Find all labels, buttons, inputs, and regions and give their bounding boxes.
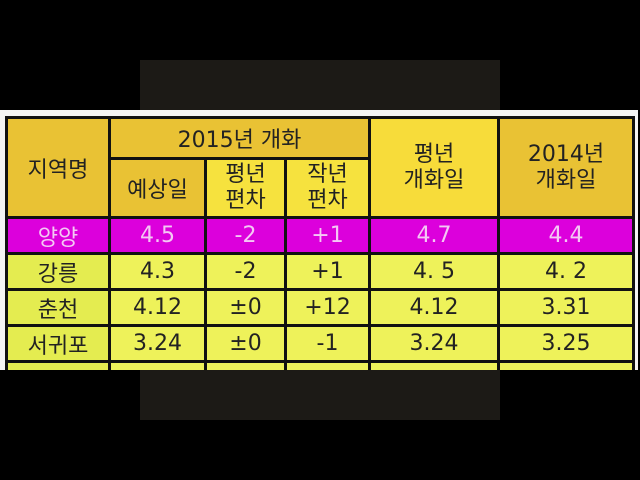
table-row: 강릉 4.3 -2 +1 4. 5 4. 2 xyxy=(5,252,635,291)
header-lastyear-deviation: 작년 편차 xyxy=(284,157,371,219)
cell-expected: 4.3 xyxy=(108,252,207,291)
header-2015-bloom: 2015년 개화 xyxy=(108,116,371,160)
cell-normal-dev: ±0 xyxy=(204,324,287,363)
cell-normal-date: 3.24 xyxy=(368,324,500,363)
header-normal-deviation: 평년 편차 xyxy=(204,157,287,219)
cell-region: 서귀포 xyxy=(5,324,111,363)
cell-normal-dev: -2 xyxy=(204,252,287,291)
header-region: 지역명 xyxy=(5,116,111,219)
table-row: 서귀포 3.24 ±0 -1 3.24 3.25 xyxy=(5,324,635,363)
header-2014-date: 2014년 개화일 xyxy=(497,116,635,219)
cell-lastyear-dev: +1 xyxy=(284,216,371,255)
cell-2014-date: 4.4 xyxy=(497,216,635,255)
cell-normal-date: 4.7 xyxy=(368,216,500,255)
cell-normal-dev: ±0 xyxy=(204,288,287,327)
cell-region: 춘천 xyxy=(5,288,111,327)
cell-lastyear-dev: +1 xyxy=(284,252,371,291)
table-row-partial xyxy=(5,360,635,370)
cell-2014-date: 3.31 xyxy=(497,288,635,327)
cell-region: 강릉 xyxy=(5,252,111,291)
cell-expected: 4.5 xyxy=(108,216,207,255)
cell-lastyear-dev: +12 xyxy=(284,288,371,327)
cell-normal-date: 4.12 xyxy=(368,288,500,327)
cell-expected: 4.12 xyxy=(108,288,207,327)
cell-normal-date: 4. 5 xyxy=(368,252,500,291)
cell-expected: 3.24 xyxy=(108,324,207,363)
cell-normal-dev: -2 xyxy=(204,216,287,255)
table-panel: 지역명 2015년 개화 평년 개화일 2014년 개화일 예상일 평년 편차 작년 편… xyxy=(0,110,638,370)
header-expected: 예상일 xyxy=(108,157,207,219)
cell-2014-date: 3.25 xyxy=(497,324,635,363)
cell-2014-date: 4. 2 xyxy=(497,252,635,291)
cell-lastyear-dev: -1 xyxy=(284,324,371,363)
bloom-forecast-table: 지역명 2015년 개화 평년 개화일 2014년 개화일 예상일 평년 편차 작년 편… xyxy=(5,116,635,370)
table-row: 춘천 4.12 ±0 +12 4.12 3.31 xyxy=(5,288,635,327)
header-normal-date: 평년 개화일 xyxy=(368,116,500,219)
cell-region: 양양 xyxy=(5,216,111,255)
table-row: 양양 4.5 -2 +1 4.7 4.4 xyxy=(5,216,635,255)
